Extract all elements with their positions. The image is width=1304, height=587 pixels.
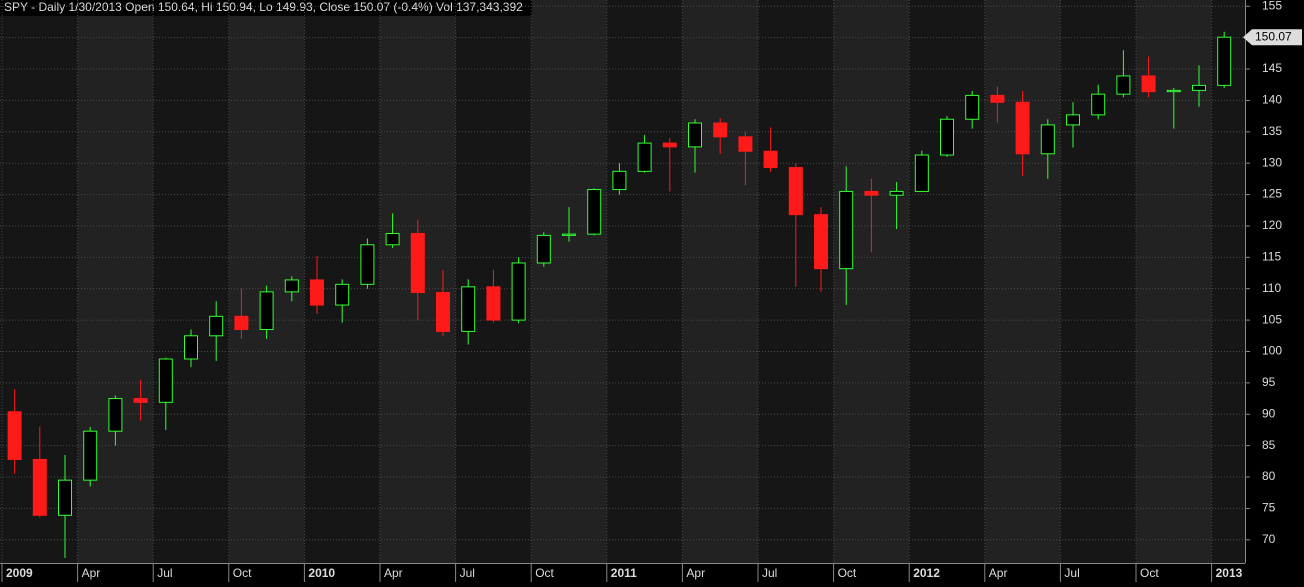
title-bg <box>0 0 532 16</box>
y-tick-label: 135 <box>1262 124 1282 138</box>
candle-body <box>940 118 954 156</box>
candle-body <box>814 214 828 270</box>
x-tick-label: Apr <box>989 566 1008 580</box>
quarter-band <box>606 0 683 563</box>
x-tick-label: Jul <box>762 566 777 580</box>
candle-body <box>1116 75 1131 95</box>
quarter-band <box>531 0 607 563</box>
y-tick-label: 140 <box>1262 93 1282 107</box>
candle-body <box>637 142 652 172</box>
candle-body <box>1091 93 1106 116</box>
candle-body <box>536 234 551 264</box>
x-tick-label: Oct <box>838 566 857 580</box>
x-tick-label: 2012 <box>913 566 940 580</box>
x-tick-label: 2011 <box>611 566 637 580</box>
x-tick-label: 2009 <box>6 566 33 580</box>
candle-body <box>259 291 274 331</box>
candle-body <box>184 335 198 360</box>
candle-body <box>58 479 72 516</box>
last-price-label: 150.07 <box>1255 29 1292 43</box>
candle-body <box>385 232 400 246</box>
candle-body <box>133 398 148 403</box>
candle-body <box>158 358 173 403</box>
quarter-band <box>682 0 758 563</box>
last-price-marker <box>1243 29 1302 46</box>
candle-body <box>662 142 677 148</box>
y-tick-label: 90 <box>1262 406 1276 420</box>
chart-title: SPY - Daily 1/30/2013 Open 150.64, Hi 15… <box>4 0 523 14</box>
candle-body <box>1192 84 1206 91</box>
y-tick-label: 105 <box>1262 312 1282 326</box>
candle-body <box>511 262 526 321</box>
candle-body <box>83 430 98 481</box>
candle-body <box>209 315 224 337</box>
candle-body <box>889 190 904 196</box>
candle-body <box>990 94 1005 103</box>
candle-body <box>32 458 47 516</box>
candle-body <box>360 244 375 285</box>
candle-body <box>612 170 627 191</box>
y-tick-label: 95 <box>1262 375 1276 389</box>
quarter-band <box>833 0 910 563</box>
x-tick-label: Jul <box>1064 566 1079 580</box>
candle-body <box>688 122 702 148</box>
x-tick-label: 2013 <box>1216 566 1243 580</box>
candle-body <box>436 291 450 332</box>
y-tick-label: 130 <box>1262 155 1282 169</box>
x-tick-label: Apr <box>384 566 403 580</box>
candle-body <box>461 286 476 332</box>
candle-body <box>410 232 425 293</box>
candle-body <box>763 150 778 169</box>
y-tick-label: 125 <box>1262 187 1282 201</box>
candle-body <box>713 122 728 138</box>
x-tick-label: Oct <box>233 566 252 580</box>
candle-body <box>1066 114 1080 126</box>
candle-body <box>839 190 854 270</box>
y-tick-label: 115 <box>1262 250 1281 264</box>
candle-body <box>914 154 929 192</box>
y-tick-label: 85 <box>1262 438 1276 452</box>
candle-body <box>1015 101 1030 155</box>
candle-body <box>284 279 299 293</box>
candle-body <box>335 283 350 306</box>
candle-body <box>738 136 753 152</box>
candle-body <box>234 315 249 331</box>
candle-body <box>864 190 879 196</box>
candle-body <box>486 286 501 321</box>
quarter-band <box>984 0 1061 563</box>
x-tick-label: Oct <box>535 566 554 580</box>
candle-body <box>1141 75 1156 93</box>
x-tick-label: Apr <box>82 566 101 580</box>
candle-body <box>1166 89 1181 93</box>
candle-body <box>310 279 324 306</box>
x-tick-label: 2010 <box>308 566 335 580</box>
quarter-band <box>909 0 985 563</box>
y-tick-label: 100 <box>1262 344 1282 358</box>
x-tick-label: Jul <box>157 566 172 580</box>
candle-body <box>7 411 22 460</box>
candle-body <box>1217 36 1232 86</box>
quarter-band <box>153 0 229 563</box>
x-tick-label: Oct <box>1140 566 1159 580</box>
candle-body <box>587 189 602 235</box>
y-tick-label: 145 <box>1262 61 1282 75</box>
y-tick-label: 120 <box>1262 218 1282 232</box>
quarter-band <box>1211 0 1245 563</box>
candle-body <box>1040 124 1055 155</box>
x-tick-label: Apr <box>686 566 705 580</box>
y-tick-label: 155 <box>1262 0 1282 12</box>
x-tick-label: Jul <box>460 566 475 580</box>
y-tick-label: 80 <box>1262 469 1276 483</box>
candle-body <box>965 94 980 120</box>
y-tick-label: 70 <box>1262 532 1276 546</box>
y-tick-label: 110 <box>1262 281 1281 295</box>
candle-body <box>788 167 803 216</box>
candle-body <box>562 233 576 236</box>
y-tick-label: 75 <box>1262 501 1276 515</box>
candle-body <box>108 398 123 432</box>
